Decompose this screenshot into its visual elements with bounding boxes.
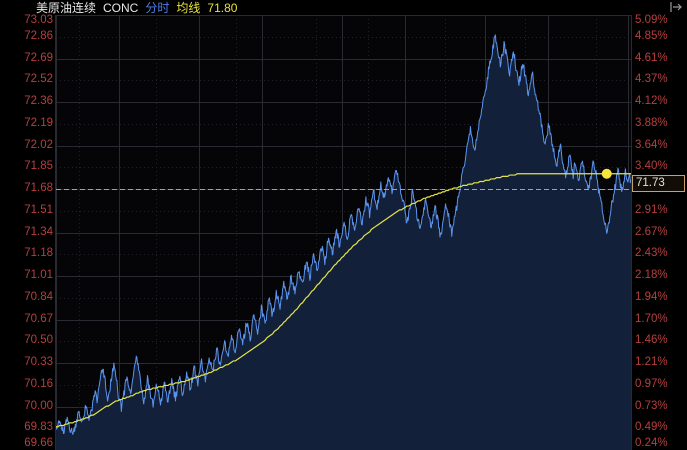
percent-axis-right[interactable]: 5.09% 4.85% 4.61% 4.37% 4.12% 3.88% 3.64% 3.40%… <box>631 14 687 450</box>
percent-tick-label: 2.43% <box>635 247 668 260</box>
chart-overlays <box>56 168 631 190</box>
percent-tick-label: 0.73% <box>635 399 668 412</box>
price-tick-label: 71.18 <box>24 247 53 260</box>
last-price-badge: 71.73 <box>632 174 685 192</box>
price-tick-label: 73.03 <box>24 14 53 26</box>
chart-header: 美原油连续 CONC 分时 均线 71.80 <box>0 0 687 15</box>
percent-tick-label: 3.88% <box>635 116 668 129</box>
percent-tick-label: 2.18% <box>635 269 668 281</box>
price-tick-label: 72.02 <box>24 138 53 151</box>
chart-series <box>56 34 631 450</box>
price-tick-label: 72.52 <box>24 73 53 86</box>
price-tick-label: 69.83 <box>24 421 53 434</box>
percent-tick-label: 2.67% <box>635 225 668 238</box>
percent-tick-label: 2.91% <box>635 203 668 216</box>
percent-tick-label: 1.70% <box>635 312 668 325</box>
indicator-value: 71.80 <box>207 0 238 15</box>
price-tick-label: 72.86 <box>24 29 53 42</box>
price-tick-label: 71.34 <box>24 225 53 238</box>
price-tick-label: 71.01 <box>24 269 53 281</box>
instrument-code: CONC <box>103 0 139 15</box>
percent-tick-label: 3.64% <box>635 138 668 151</box>
price-tick-label: 72.69 <box>24 51 53 64</box>
price-tick-label: 72.19 <box>24 116 53 129</box>
price-tick-label: 71.85 <box>24 160 53 173</box>
price-tick-label: 71.68 <box>24 182 53 194</box>
percent-tick-label: 0.24% <box>635 437 668 449</box>
percent-tick-label: 1.46% <box>635 334 668 347</box>
percent-tick-label: 1.21% <box>635 356 668 368</box>
price-axis-left[interactable]: 73.03 72.86 72.69 72.52 72.36 72.19 72.02 71.85… <box>0 14 56 450</box>
percent-tick-label: 4.85% <box>635 29 668 42</box>
indicator-label: 均线 <box>176 0 201 15</box>
plot-right-border <box>631 15 632 450</box>
percent-tick-label: 4.37% <box>635 73 668 86</box>
chart-mode-label: 分时 <box>145 0 170 15</box>
plot-left-border <box>55 15 56 450</box>
price-tick-label: 70.33 <box>24 356 53 368</box>
percent-tick-label: 5.09% <box>635 14 668 26</box>
percent-tick-label: 4.61% <box>635 51 668 64</box>
percent-tick-label: 1.94% <box>635 290 668 303</box>
price-tick-label: 70.67 <box>24 312 53 325</box>
price-tick-label: 70.50 <box>24 334 53 347</box>
expand-right-icon[interactable] <box>668 1 684 13</box>
price-tick-label: 70.84 <box>24 290 53 303</box>
price-tick-label: 71.51 <box>24 203 53 216</box>
percent-tick-label: 0.49% <box>635 421 668 434</box>
price-tick-label: 70.00 <box>24 399 53 412</box>
percent-tick-label: 3.40% <box>635 160 668 173</box>
price-tick-label: 72.36 <box>24 95 53 107</box>
price-tick-label: 70.16 <box>24 377 53 390</box>
percent-tick-label: 0.97% <box>635 377 668 390</box>
price-tick-label: 69.66 <box>24 437 53 449</box>
price-plot-area[interactable] <box>56 15 631 450</box>
instrument-name: 美原油连续 <box>36 0 97 15</box>
percent-tick-label: 4.12% <box>635 95 668 107</box>
